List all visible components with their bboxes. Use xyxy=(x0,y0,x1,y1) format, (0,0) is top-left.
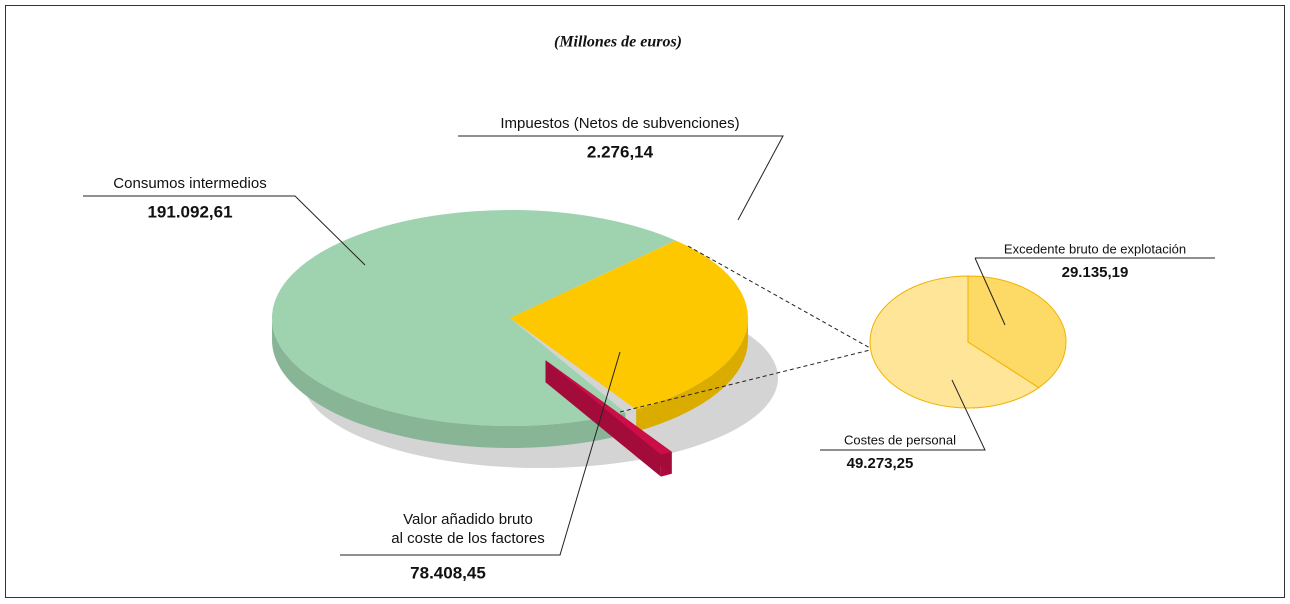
slice-side xyxy=(636,318,748,432)
leader-line xyxy=(820,379,986,451)
slice-side xyxy=(272,318,626,448)
leader-line xyxy=(83,195,366,266)
leader-line xyxy=(974,257,1215,326)
slice-side xyxy=(545,360,661,477)
slice xyxy=(510,240,748,410)
label: Excedente bruto de explotación xyxy=(1004,241,1186,256)
leader-line xyxy=(458,135,784,221)
connector xyxy=(619,349,871,413)
slice xyxy=(869,275,1040,409)
slice xyxy=(545,360,672,455)
chart-title: (Millones de euros) xyxy=(554,34,682,51)
value-label: 191.092,61 xyxy=(147,202,232,221)
value-label: 78.408,45 xyxy=(410,563,486,582)
slice xyxy=(967,275,1067,389)
frame xyxy=(5,5,1285,598)
label: Consumos intermedios xyxy=(113,175,266,192)
leader-line xyxy=(340,351,621,556)
value-label: 29.135,19 xyxy=(1062,264,1129,281)
label: Impuestos (Netos de subvenciones) xyxy=(500,115,739,132)
sub-pie xyxy=(869,275,1067,409)
value-label: 2.276,14 xyxy=(587,142,654,161)
slice xyxy=(272,210,676,426)
label: Costes de personal xyxy=(844,432,956,447)
value-label: 49.273,25 xyxy=(847,455,914,472)
main-pie xyxy=(272,210,748,477)
label: Valor añadido bruto al coste de los facto… xyxy=(391,511,544,547)
